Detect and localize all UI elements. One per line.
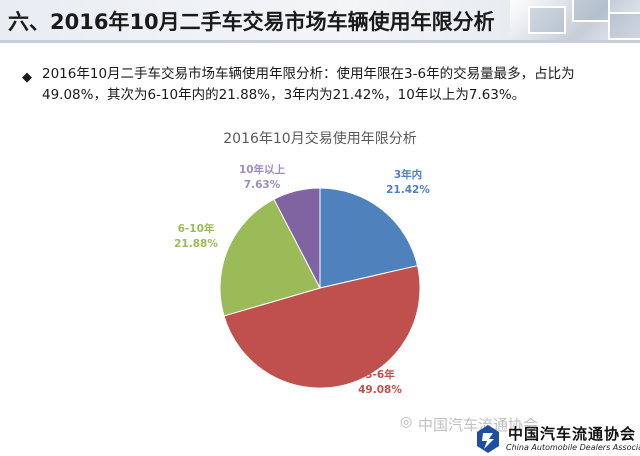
slice-value-label: 49.08% xyxy=(358,384,402,396)
slice-category-label: 6-10年 xyxy=(178,222,215,235)
diamond-bullet-icon: ◆ xyxy=(22,70,32,85)
chart-title: 2016年10月交易使用年限分析 xyxy=(223,131,417,147)
association-name-cn: 中国汽车流通协会 xyxy=(508,425,637,443)
slice-category-label: 3年内 xyxy=(394,168,422,181)
summary-text: 2016年10月二手车交易市场车辆使用年限分析：使用年限在3-6年的交易量最多，… xyxy=(42,66,575,103)
title-bar: 六、2016年10月二手车交易市场车辆使用年限分析 xyxy=(0,0,640,43)
page-title: 六、2016年10月二手车交易市场车辆使用年限分析 xyxy=(8,10,495,34)
cada-logo xyxy=(477,425,499,453)
association-name-en: China Automobile Dealers Association xyxy=(506,443,640,452)
slice-value-label: 21.42% xyxy=(386,184,430,196)
header-decoration xyxy=(510,0,640,40)
slice-category-label: 3-6年 xyxy=(365,368,395,381)
wechat-icon: ◎ xyxy=(400,414,413,430)
slice-category-label: 10年以上 xyxy=(239,163,286,176)
slice-value-label: 21.88% xyxy=(174,238,218,250)
slice-value-label: 7.63% xyxy=(244,179,281,191)
pie-slice-1 xyxy=(319,187,419,289)
pie-slice-3 xyxy=(219,198,321,317)
summary-bullet: ◆ 2016年10月二手车交易市场车辆使用年限分析：使用年限在3-6年的交易量最… xyxy=(22,64,627,106)
footer: ◎ 中国汽车流通协会 中国汽车流通协会 China Automobile Dea… xyxy=(400,410,640,456)
pie-slice-2 xyxy=(223,265,421,389)
pie-slice-4 xyxy=(273,187,321,289)
wechat-account: 中国汽车流通协会 xyxy=(418,416,539,434)
